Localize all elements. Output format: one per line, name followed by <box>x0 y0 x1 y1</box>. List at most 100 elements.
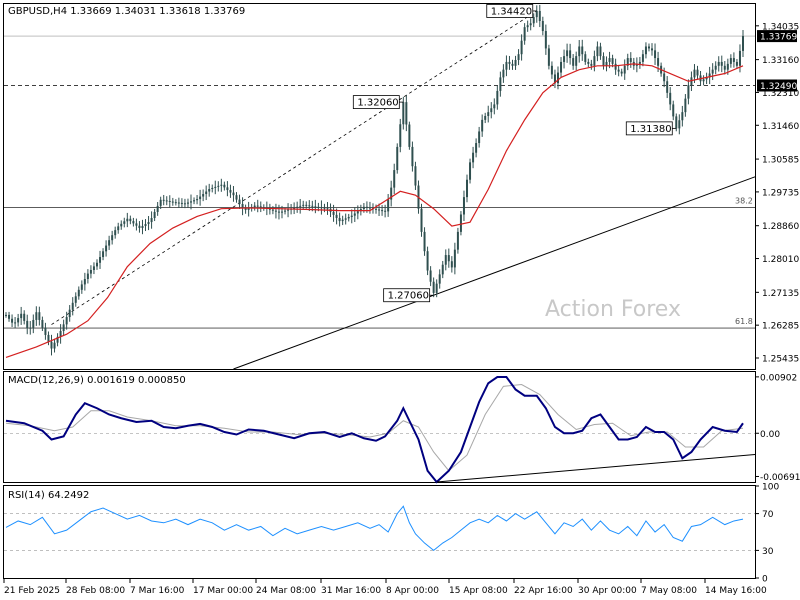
rsi-tick-label: 70 <box>762 510 774 520</box>
candle-body <box>335 214 338 218</box>
candle-body <box>108 240 111 246</box>
time-tick-label: 8 Apr 00:00 <box>386 586 439 596</box>
candle-body <box>708 73 711 78</box>
candle-body <box>735 61 738 66</box>
candle-body <box>111 235 114 241</box>
candle-body <box>244 208 247 210</box>
candle-body <box>654 50 657 59</box>
candle-body <box>729 58 732 64</box>
candle-body <box>80 284 83 290</box>
candle-body <box>174 202 177 204</box>
candle-body <box>687 85 690 99</box>
candle-body <box>459 214 462 232</box>
candle-body <box>681 112 684 121</box>
candle-body <box>135 223 138 226</box>
time-tick-label: 31 Mar 16:00 <box>321 586 381 596</box>
candle-body <box>711 69 714 74</box>
candle-body <box>235 195 238 200</box>
candle-body <box>717 61 720 66</box>
candle-body <box>220 184 223 186</box>
candle-body <box>617 69 620 72</box>
high-1-marker-label: 1.34420 <box>491 6 532 17</box>
candle-body <box>256 205 259 207</box>
candle-body <box>663 73 666 82</box>
candle-body <box>438 274 441 284</box>
candle-body <box>684 98 687 113</box>
candle-body <box>375 208 378 210</box>
candle-body <box>38 312 41 320</box>
candle-body <box>651 48 654 51</box>
price-annotations: 1.34420 1.32060 1.31380 1.27060 <box>352 4 677 303</box>
price-panel: Action Forex 38.2 61.8 1.34420 1.32060 1.31… <box>3 3 756 370</box>
candle-body <box>429 270 432 282</box>
candle-body <box>705 77 708 80</box>
candle-body <box>614 63 617 70</box>
candle-body <box>569 50 572 59</box>
candle-body <box>5 314 7 316</box>
candle-body <box>514 60 517 66</box>
candle-body <box>241 204 244 209</box>
macd-series <box>4 376 756 484</box>
candle-body <box>141 226 144 229</box>
candle-body <box>517 54 520 61</box>
candle-body <box>535 10 538 18</box>
candle-body <box>572 58 575 66</box>
rsi-panel: RSI(14) 64.2492 <box>3 485 756 579</box>
candle-body <box>50 341 53 349</box>
candle-body <box>575 56 578 66</box>
candle-body <box>86 273 89 280</box>
candle-body <box>287 209 290 211</box>
trendlines <box>51 10 756 370</box>
candle-body <box>672 104 675 117</box>
candle-body <box>590 63 593 66</box>
channel-trendline <box>51 10 537 325</box>
candle-body <box>271 209 274 211</box>
time-tick-label: 14 May 16:00 <box>705 586 767 596</box>
support-trendline <box>233 176 756 370</box>
candle-body <box>47 334 50 342</box>
candle-body <box>202 194 205 197</box>
candle-body <box>608 58 611 62</box>
time-tick-label: 22 Apr 16:00 <box>514 586 573 596</box>
candle-body <box>529 23 532 26</box>
fib-level-label: 38.2 <box>735 197 753 206</box>
candle-body <box>159 199 162 206</box>
candle-body <box>126 218 129 222</box>
candle-body <box>420 208 423 232</box>
candle-body <box>623 65 626 74</box>
candle-body <box>475 143 478 153</box>
candle-body <box>344 218 347 220</box>
candle-body <box>232 192 235 196</box>
candle-body <box>647 46 650 49</box>
candle-body <box>378 209 381 211</box>
candle-body <box>742 36 744 51</box>
candle-body <box>253 205 256 208</box>
candle-body <box>44 327 47 335</box>
candle-body <box>481 119 484 132</box>
candle-body <box>123 221 126 224</box>
candle-body <box>153 211 156 219</box>
candle-body <box>502 69 505 78</box>
candle-body <box>29 327 32 329</box>
candle-body <box>657 58 660 66</box>
candle-body <box>229 189 232 193</box>
candle-body <box>268 208 271 210</box>
candle-body <box>387 199 390 212</box>
candle-body <box>320 207 323 209</box>
candle-body <box>641 54 644 62</box>
macd-tick-label: 0.00902 <box>760 373 797 383</box>
candle-body <box>678 120 681 129</box>
price-tick-label: 1.32310 <box>762 89 799 99</box>
candle-body <box>147 222 150 225</box>
candle-body <box>53 342 56 349</box>
candle-body <box>323 207 326 209</box>
candle-body <box>520 40 523 55</box>
candle-body <box>77 289 80 297</box>
candle-body <box>171 201 174 203</box>
candle-body <box>11 318 14 323</box>
candle-body <box>644 46 647 55</box>
candle-body <box>581 46 584 55</box>
rsi-axis: 100 70 30 0 <box>755 483 779 585</box>
candle-body <box>720 61 723 66</box>
candle-body <box>702 79 705 82</box>
